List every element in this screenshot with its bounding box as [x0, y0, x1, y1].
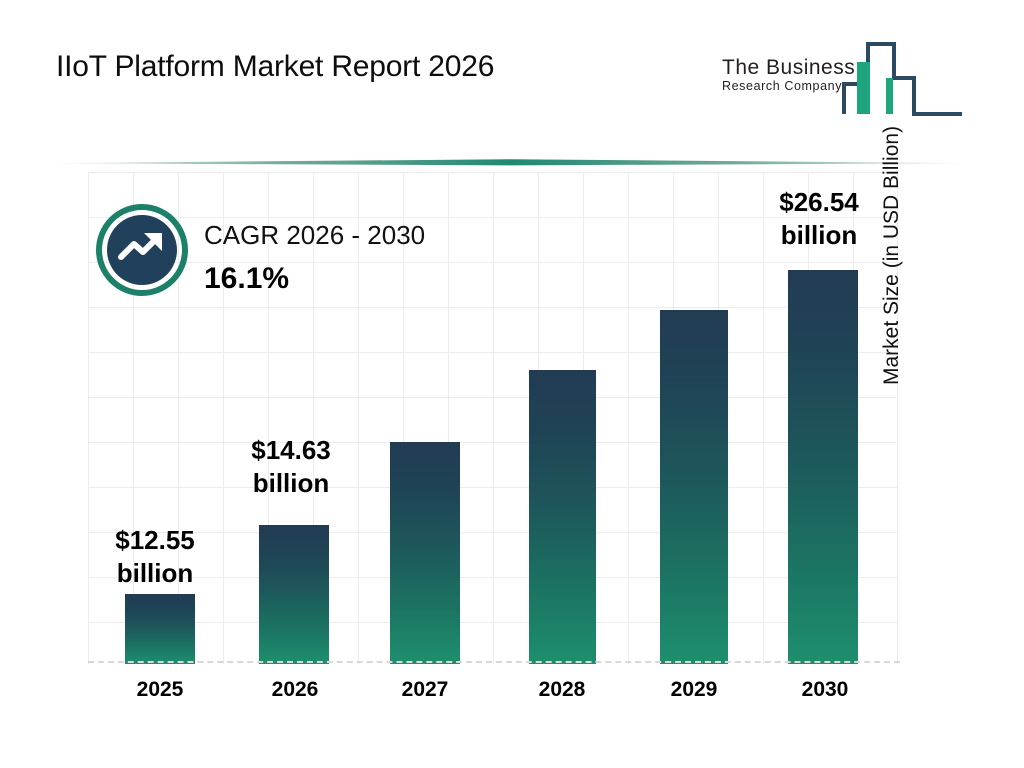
axis-baseline	[88, 661, 900, 663]
bar-2025[interactable]	[125, 594, 195, 664]
bar-label-2025-unit: billion	[116, 558, 194, 588]
trending-up-icon	[96, 204, 188, 301]
bar-label-2026-amount: $14.63	[251, 435, 331, 465]
logo-line-2: Research Company	[722, 79, 843, 93]
chart-plot-area	[88, 172, 898, 664]
gridline-vertical	[897, 172, 898, 664]
gridline-vertical	[493, 172, 494, 664]
cagr-callout: CAGR 2026 - 2030 16.1%	[96, 204, 516, 304]
gridline-vertical	[133, 172, 134, 664]
logo-wordmark: The Business Research Company	[722, 56, 872, 94]
bar-2029[interactable]	[660, 310, 728, 664]
bar-label-2030-amount: $26.54	[779, 187, 859, 217]
bar-2028[interactable]	[529, 370, 596, 664]
bar-label-2025-amount: $12.55	[115, 525, 195, 555]
gridline-vertical	[88, 172, 89, 664]
bar-label-2026: $14.63 billion	[201, 434, 381, 500]
gridline-horizontal	[88, 577, 898, 578]
gridline-horizontal	[88, 397, 898, 398]
gridline-vertical	[763, 172, 764, 664]
gridline-horizontal	[88, 487, 898, 488]
gridline-horizontal	[88, 307, 898, 308]
cagr-value-label: 16.1%	[204, 262, 290, 295]
gridline-vertical	[178, 172, 179, 664]
gridline-horizontal	[88, 352, 898, 353]
cagr-period-label: CAGR 2026 - 2030	[204, 220, 426, 250]
company-logo: The Business Research Company	[722, 36, 972, 120]
bar-label-2030: $26.54 billion	[729, 186, 909, 252]
gridline-horizontal	[88, 172, 898, 173]
bar-label-2025: $12.55 billion	[65, 524, 245, 590]
y-axis-title: Market Size (in USD Billion)	[880, 125, 903, 385]
gridline-vertical	[448, 172, 449, 664]
x-axis-tick-2030: 2030	[801, 678, 849, 701]
gridline-horizontal	[88, 262, 898, 263]
logo-line-1: The Business	[722, 56, 856, 79]
bar-2030[interactable]	[788, 270, 858, 664]
gridline-vertical	[628, 172, 629, 664]
header-divider	[46, 155, 976, 166]
gridline-horizontal	[88, 442, 898, 443]
gridline-vertical	[268, 172, 269, 664]
x-axis-tick-2027: 2027	[401, 678, 449, 701]
bar-2027[interactable]	[390, 442, 460, 664]
bar-2026[interactable]	[259, 525, 329, 664]
x-axis-tick-2028: 2028	[538, 678, 586, 701]
gridline-vertical	[358, 172, 359, 664]
bar-label-2026-unit: billion	[252, 468, 330, 498]
gridline-horizontal	[88, 622, 898, 623]
gridline-vertical	[403, 172, 404, 664]
gridline-horizontal	[88, 532, 898, 533]
bar-chart-logo-mark	[842, 36, 967, 125]
x-axis-tick-2025: 2025	[136, 678, 184, 701]
gridline-horizontal	[88, 217, 898, 218]
header: IIoT Platform Market Report 2026 The Bus…	[0, 0, 1024, 145]
page-title: IIoT Platform Market Report 2026	[56, 50, 495, 83]
x-axis-tick-2026: 2026	[271, 678, 319, 701]
bar-label-2030-unit: billion	[780, 220, 858, 250]
x-axis-tick-2029: 2029	[670, 678, 718, 701]
gridline-vertical	[223, 172, 224, 664]
gridline-vertical	[313, 172, 314, 664]
